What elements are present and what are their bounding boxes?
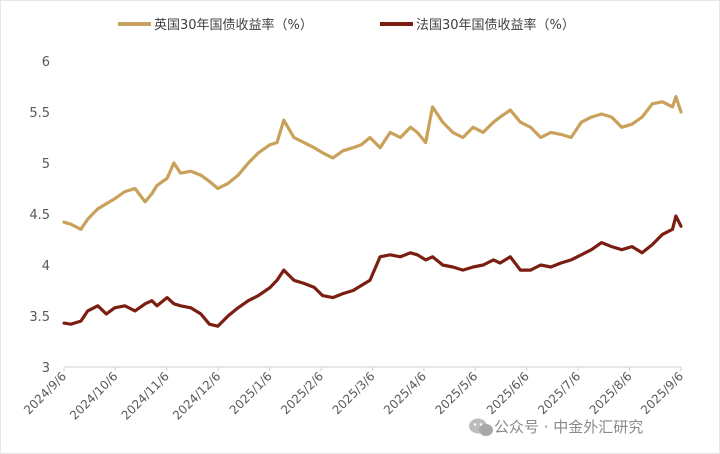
- axes: 33.544.555.562024/9/62024/10/62024/11/62…: [21, 55, 686, 423]
- x-tick-label: 2024/11/6: [119, 369, 172, 422]
- x-tick-label: 2024/12/6: [170, 369, 223, 422]
- x-tick-label: 2025/8/6: [587, 369, 635, 417]
- y-tick-label: 3: [42, 361, 50, 376]
- x-tick-label: 2024/9/6: [21, 369, 69, 417]
- x-tick-label: 2025/2/6: [278, 369, 326, 417]
- y-tick-label: 4: [42, 259, 50, 274]
- y-tick-label: 6: [42, 55, 50, 70]
- x-tick-label: 2024/10/6: [67, 369, 120, 422]
- wechat-icon: [469, 418, 493, 436]
- series-line-france: [62, 214, 683, 328]
- y-tick-label: 5.5: [29, 106, 50, 121]
- x-tick-label: 2025/9/6: [638, 369, 686, 417]
- x-tick-label: 2025/1/6: [227, 369, 275, 417]
- legend: 英国30年国债收益率（%） 法国30年国债收益率（%）: [118, 17, 575, 33]
- y-tick-label: 4.5: [29, 208, 50, 223]
- x-tick-label: 2025/4/6: [381, 369, 429, 417]
- x-tick-label: 2025/6/6: [484, 369, 532, 417]
- watermark: 公众号 · 中金外汇研究: [469, 418, 643, 436]
- watermark-text: 公众号 · 中金外汇研究: [494, 418, 643, 436]
- series-line-uk: [62, 95, 683, 231]
- x-tick-label: 2025/7/6: [535, 369, 583, 417]
- y-tick-label: 3.5: [29, 310, 50, 325]
- y-tick-label: 5: [42, 157, 50, 172]
- legend-label-france: 法国30年国债收益率（%）: [416, 17, 575, 33]
- series-lines: [62, 95, 683, 328]
- x-tick-label: 2025/3/6: [330, 369, 378, 417]
- legend-label-uk: 英国30年国债收益率（%）: [154, 17, 313, 33]
- x-tick-label: 2025/5/6: [432, 369, 480, 417]
